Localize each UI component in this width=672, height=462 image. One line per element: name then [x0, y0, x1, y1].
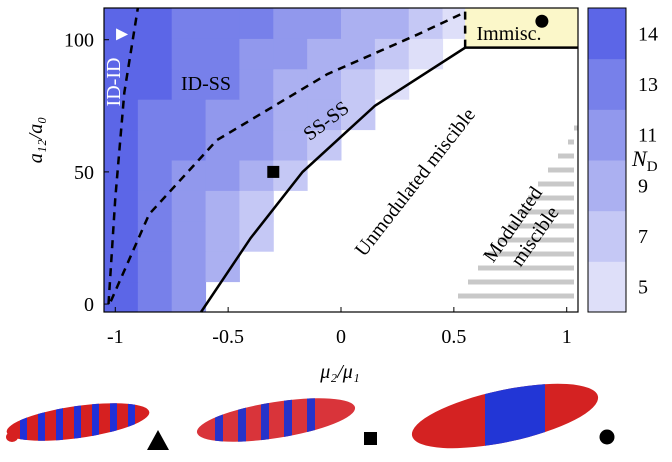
density-render-1: [0, 395, 169, 455]
heatmap-cell: [239, 38, 273, 69]
y-tick-label: 50: [74, 162, 94, 184]
colorbar-tick-label: 7: [638, 226, 648, 248]
heatmap-cell: [172, 251, 206, 282]
colorbar-tick-label: 13: [638, 74, 658, 96]
y-tick-label: 100: [64, 30, 94, 52]
colorbar-tick-label: 11: [638, 125, 657, 147]
heatmap-cell: [138, 38, 172, 69]
region-label: ID-SS: [181, 73, 231, 95]
heatmap-cell: [172, 221, 206, 252]
colorbar-band: [588, 261, 626, 312]
heatmap-cell: [104, 251, 138, 282]
heatmap-cell: [138, 8, 172, 39]
heatmap-cell: [138, 69, 172, 100]
heatmap-cell: [206, 190, 240, 221]
x-axis-label: μ₂/μ₁: [319, 361, 360, 383]
figure: a₁₂/a₀ μ₂/μ₁ ID-ID ID-SS SS-SS Unmodulat…: [0, 0, 672, 457]
x-tick-label: 0: [336, 326, 346, 348]
colorbar-band: [588, 59, 626, 110]
colorbar-tick-label: 5: [638, 277, 648, 299]
heatmap-cell: [273, 38, 307, 69]
colorbar-band: [588, 8, 626, 59]
heatmap-cell: [138, 282, 172, 313]
heatmap-cell: [138, 221, 172, 252]
heatmap-cell: [206, 38, 240, 69]
colorbar-tick-label: 9: [638, 175, 648, 197]
heatmap-cell: [206, 221, 240, 252]
heatmap-cell: [239, 99, 273, 130]
region-label: Immisc.: [477, 23, 542, 45]
colorbar-label: ND: [631, 146, 658, 175]
heatmap-cell: [307, 69, 341, 100]
x-tick-label: 0.5: [441, 326, 466, 348]
heatmap-cell: [206, 8, 240, 39]
heatmap-cell: [172, 8, 206, 39]
heatmap-cell: [409, 8, 443, 39]
heatmap-cell: [172, 282, 206, 313]
heatmap-cell: [239, 69, 273, 100]
heatmap-cell: [375, 38, 409, 69]
heatmap-cell: [341, 38, 375, 69]
heatmap-cell: [138, 99, 172, 130]
heatmap-cell: [104, 221, 138, 252]
x-tick-label: 1: [562, 326, 572, 348]
x-tick-label: -1: [107, 326, 124, 348]
heatmap-cell: [307, 38, 341, 69]
heatmap-cell: [104, 190, 138, 221]
heatmap-cell: [172, 190, 206, 221]
colorbar-tick-label: 14: [638, 23, 658, 45]
heatmap-cell: [307, 8, 341, 39]
heatmap-cell: [138, 251, 172, 282]
colorbar-label-main: N: [631, 146, 648, 171]
density-render-3: [405, 380, 615, 455]
heatmap-cell: [104, 160, 138, 191]
heatmap-cell: [206, 160, 240, 191]
heatmap-cell: [138, 130, 172, 161]
colorbar-band: [588, 211, 626, 262]
heatmap-cell: [206, 99, 240, 130]
heatmap-cell: [172, 99, 206, 130]
marker: [267, 166, 279, 178]
x-tick-label: -0.5: [212, 326, 244, 348]
colorbar-band: [588, 109, 626, 160]
heatmap-cell: [138, 160, 172, 191]
heatmap-cell: [172, 38, 206, 69]
heatmap-cell: [341, 69, 375, 100]
heatmap-cell: [273, 130, 307, 161]
heatmap-cell: [172, 160, 206, 191]
plot: [104, 8, 626, 313]
heatmap-cell: [239, 8, 273, 39]
heatmap-cell: [341, 8, 375, 39]
y-axis-label: a₁₂/a₀: [25, 117, 47, 163]
heatmap-cell: [273, 8, 307, 39]
heatmap-cell: [239, 130, 273, 161]
region-label: ID-ID: [103, 58, 125, 107]
y-tick-label: 0: [84, 294, 94, 316]
density-render-2: [190, 395, 377, 455]
heatmap-cell: [375, 8, 409, 39]
colorbar-band: [588, 160, 626, 211]
heatmap-cell: [138, 190, 172, 221]
colorbar-label-sub: D: [647, 159, 658, 175]
